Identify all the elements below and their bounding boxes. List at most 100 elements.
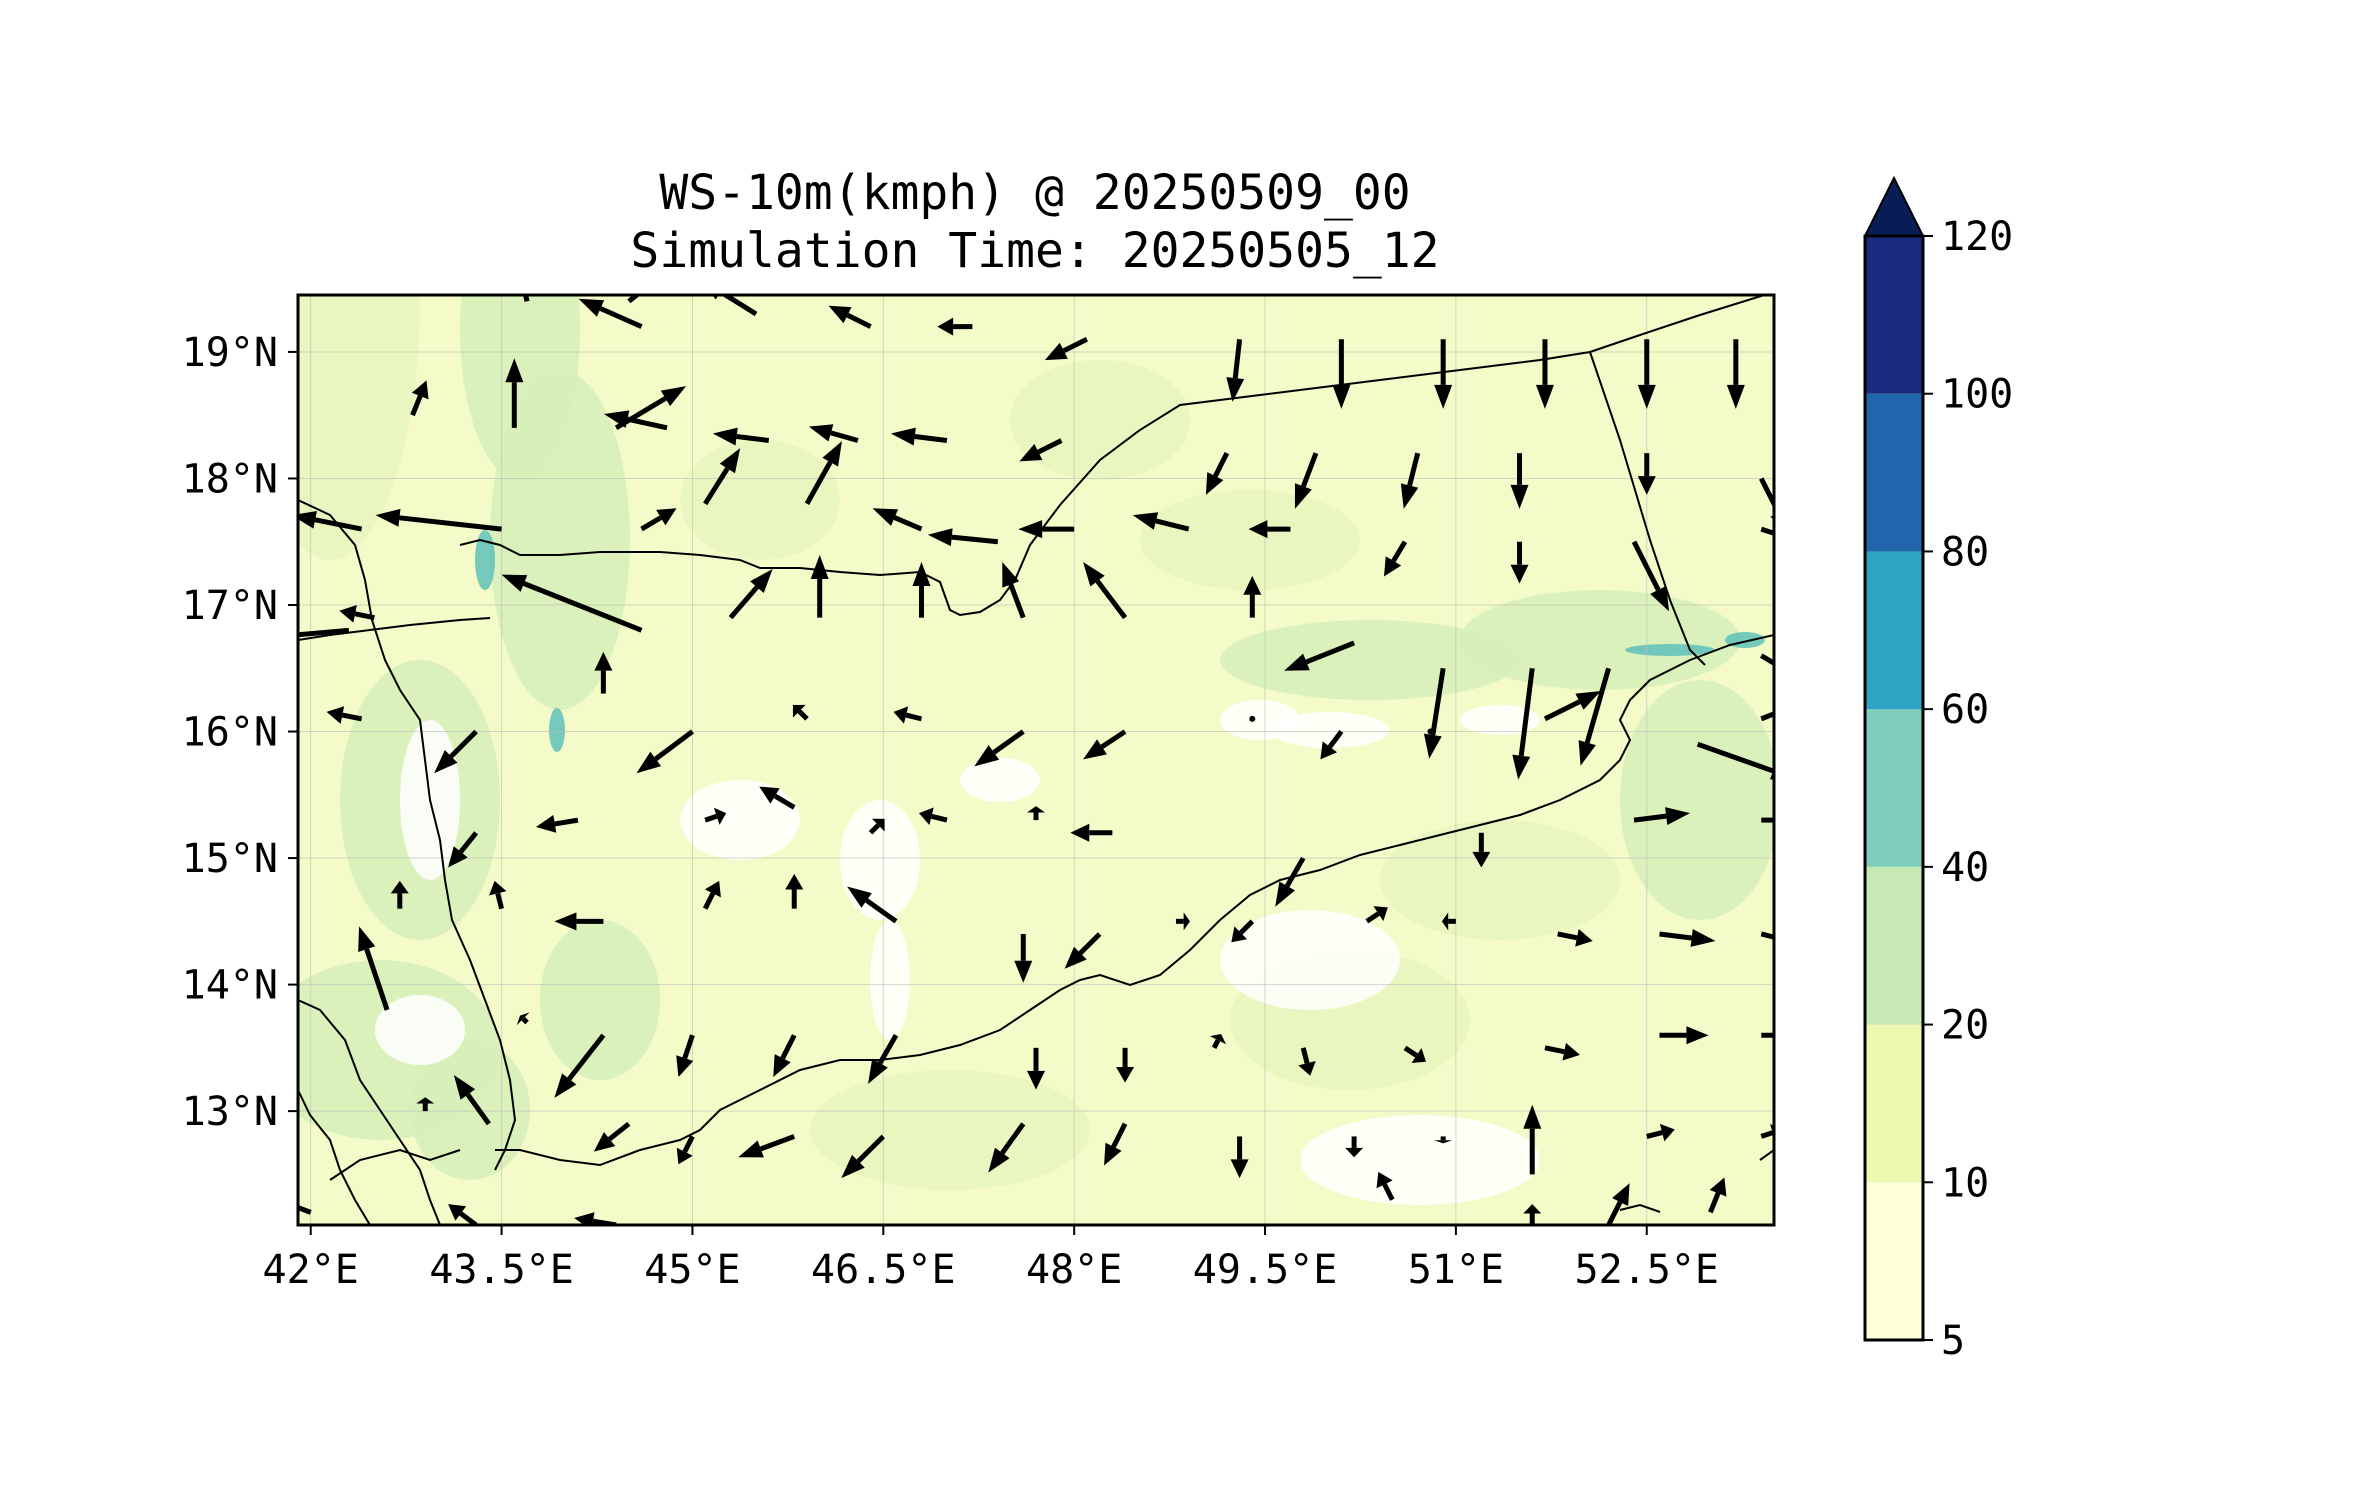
- wind-vector: [712, 427, 770, 446]
- y-tick-label: 19°N: [182, 330, 278, 376]
- wind-vector: [1284, 640, 1356, 671]
- wind-vector: [974, 729, 1025, 767]
- wind-vector: [847, 886, 898, 924]
- wind-vector: [375, 508, 502, 532]
- wind-vector: [434, 729, 478, 774]
- wind-vector: [554, 912, 604, 931]
- wind-vector: [1434, 1136, 1453, 1144]
- colorbar-frame: [1863, 234, 1925, 1342]
- wind-vector: [489, 880, 507, 910]
- wind-vector: [1510, 541, 1529, 584]
- y-tick-label: 13°N: [182, 1089, 278, 1135]
- wind-vector: [516, 1012, 530, 1026]
- wind-vector: [1243, 575, 1262, 618]
- colorbar-segment: [1865, 1024, 1923, 1183]
- wind-vector: [1544, 1042, 1580, 1061]
- wind-vector: [828, 305, 872, 329]
- wind-vector: [918, 807, 948, 826]
- colorbar-tick-label: 80: [1941, 529, 1989, 575]
- map-frame: [296, 293, 1776, 1227]
- wind-vector: [1083, 729, 1127, 760]
- wind-vector: [1659, 1026, 1709, 1045]
- wind-vector: [804, 441, 842, 505]
- wind-vector: [1760, 711, 1774, 722]
- wind-vector: [1002, 561, 1026, 619]
- wind-vector: [1248, 520, 1291, 539]
- wind-vector: [1275, 856, 1306, 907]
- colorbar-segment: [1865, 551, 1923, 710]
- wind-vector: [1646, 1123, 1675, 1142]
- wind-vector: [1472, 832, 1491, 868]
- wind-vector: [1332, 339, 1351, 409]
- wind-vector: [703, 448, 741, 506]
- colorbar-tick-label: 20: [1941, 1003, 1989, 1049]
- wind-vector: [425, 233, 453, 289]
- wind-vector: [893, 706, 923, 724]
- wind-vector: [326, 706, 363, 724]
- wind-vector: [1761, 1032, 1774, 1038]
- wind-vector: [578, 298, 643, 329]
- wind-vectors: [298, 233, 1774, 1225]
- wind-vector: [1761, 817, 1774, 823]
- wind-vector: [523, 295, 530, 302]
- wind-vector: [1345, 1136, 1364, 1158]
- wind-vector: [1070, 823, 1113, 842]
- colorbar-segment: [1865, 866, 1923, 1025]
- wind-vector: [390, 880, 409, 909]
- wind-vector: [1512, 667, 1535, 780]
- wind-vector: [1403, 1045, 1426, 1064]
- wind-vector: [453, 1075, 491, 1126]
- wind-vector: [1427, 728, 1434, 735]
- wind-vector: [1320, 730, 1344, 760]
- colorbar-segment: [1865, 709, 1923, 867]
- wind-vector: [1637, 339, 1656, 409]
- wind-vector: [1226, 339, 1245, 402]
- x-tick-label: 52.5°E: [1575, 1247, 1720, 1293]
- wind-vector: [1205, 452, 1230, 495]
- map-title-line-1: WS-10m(kmph) @ 20250509_00: [659, 165, 1410, 221]
- wind-vector: [636, 729, 694, 774]
- wind-vector: [1027, 806, 1045, 821]
- wind-vector: [792, 704, 809, 721]
- wind-vector: [1230, 1136, 1249, 1179]
- wind-vector: [339, 604, 375, 623]
- wind-vector: [868, 1033, 899, 1084]
- wind-vector: [1083, 561, 1128, 620]
- wind-vector: [1523, 1104, 1542, 1175]
- wind-vector: [410, 380, 429, 417]
- wind-vector: [1027, 1047, 1045, 1090]
- wind-vector: [810, 555, 829, 618]
- colorbar-tick-label: 60: [1941, 687, 1989, 733]
- wind-vector: [1249, 715, 1256, 722]
- wind-vector: [738, 1134, 796, 1158]
- wind-vector: [1231, 919, 1255, 943]
- wind-vector: [1384, 540, 1408, 577]
- wind-vector: [1557, 928, 1593, 947]
- wind-vector: [890, 427, 948, 446]
- wind-vector: [448, 1204, 478, 1225]
- wind-vector: [298, 627, 350, 638]
- wind-vector: [554, 1033, 606, 1098]
- wind-vector: [988, 1122, 1026, 1173]
- x-tick-label: 48°E: [1026, 1247, 1122, 1293]
- wind-vector: [1423, 667, 1446, 759]
- wind-vector: [1578, 667, 1611, 766]
- colorbar-tick-label: 10: [1941, 1160, 1989, 1206]
- y-tick-label: 15°N: [182, 836, 278, 882]
- wind-vector: [1510, 453, 1529, 509]
- colorbar-tick-label: 5: [1941, 1318, 1965, 1364]
- wind-vector: [535, 815, 579, 833]
- wind-vector: [448, 831, 479, 868]
- wind-vector: [1631, 540, 1670, 612]
- wind-vector: [808, 424, 859, 443]
- wind-vector: [1708, 1177, 1727, 1214]
- wind-vector: [594, 651, 613, 694]
- map-title-line-2: Simulation Time: 20250505_12: [630, 223, 1439, 279]
- colorbar-tick-label: 40: [1941, 845, 1989, 891]
- wind-vector: [1104, 1122, 1128, 1166]
- wind-vector: [702, 880, 721, 910]
- wind-vector: [1434, 339, 1453, 409]
- wind-vector: [676, 1034, 695, 1077]
- x-tick-label: 49.5°E: [1193, 1247, 1338, 1293]
